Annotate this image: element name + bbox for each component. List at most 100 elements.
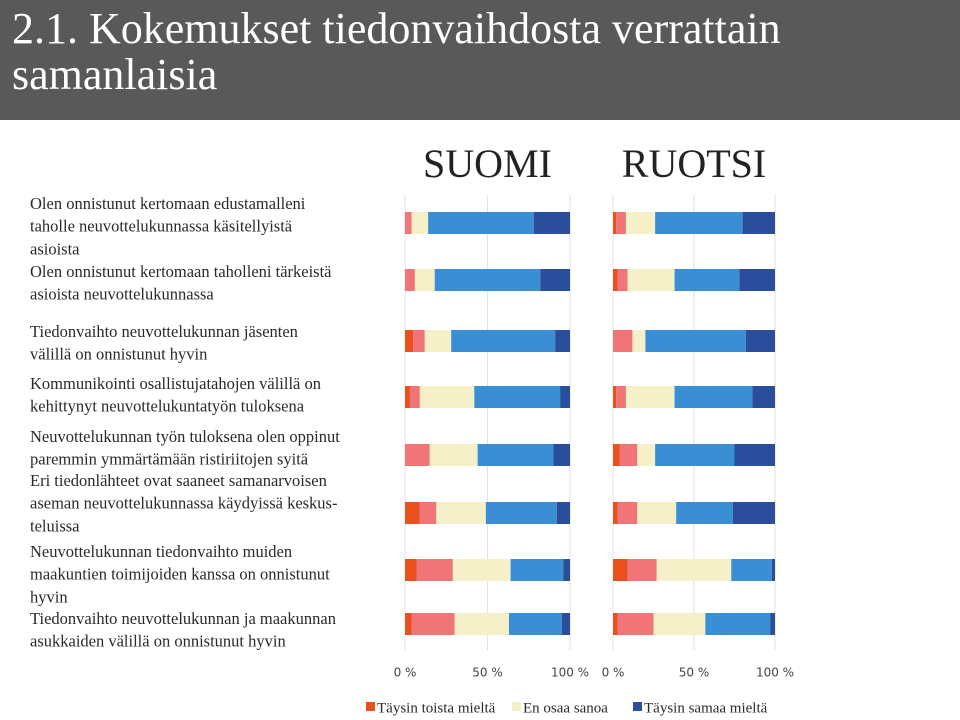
bar-segment (656, 559, 732, 581)
bar-segment (637, 444, 656, 466)
legend-label: Täysin toista mieltä (377, 700, 496, 716)
statement-line: aseman neuvottelukunnassa käydyissä kesk… (30, 494, 337, 513)
statement-line: Tiedonvaihto neuvottelukunnan ja maakunn… (30, 609, 336, 628)
bar-segment (734, 444, 775, 466)
bar-segment (627, 269, 675, 291)
statement-line: hyvin (30, 587, 68, 606)
statement-line: Olen onnistunut kertomaan taholleni tärk… (30, 262, 332, 281)
bar-segment (745, 330, 775, 352)
statement-line: teluissa (30, 516, 80, 535)
bar-segment (613, 444, 620, 466)
x-tick-label: 50 % (472, 666, 503, 680)
bar-segment (424, 330, 452, 352)
bar-segment (617, 269, 628, 291)
statement-line: Eri tiedonlähteet ovat saaneet samanarvo… (30, 471, 327, 490)
bar-segment (613, 502, 618, 524)
bar-segment (411, 613, 455, 635)
bar-segment (540, 269, 570, 291)
bar-segment (416, 559, 453, 581)
bar-segment (655, 444, 735, 466)
bar-segment (510, 559, 564, 581)
title-bar: 2.1. Kokemukset tiedonvaihdosta verratta… (0, 0, 960, 120)
legend-label: Täysin samaa mieltä (644, 700, 768, 716)
bar-segment (676, 502, 733, 524)
bar-segment (436, 502, 486, 524)
bar-segment (645, 330, 746, 352)
statement-line: Olen onnistunut kertomaan edustamalleni (30, 194, 306, 213)
bar-segment (454, 613, 509, 635)
bar-segment (405, 330, 414, 352)
legend-label: En osaa sanoa (523, 700, 608, 716)
bar-segment (405, 613, 412, 635)
legend-swatch (512, 702, 521, 711)
statement-line: Tiedonvaihto neuvottelukunnan jäsenten (30, 322, 298, 341)
x-tick-label: 100 % (756, 666, 794, 680)
bar-segment (771, 559, 775, 581)
bar-segment (616, 212, 626, 234)
bar-segment (616, 386, 626, 408)
bar-segment (655, 212, 743, 234)
bar-segment (731, 559, 772, 581)
statement-line: Neuvottelukunnan työn tuloksena olen opp… (30, 427, 340, 446)
bar-segment (451, 330, 556, 352)
bar-segment (508, 613, 562, 635)
legend-swatch (366, 702, 375, 711)
bar-segment (619, 444, 638, 466)
bar-segment (739, 269, 775, 291)
bar-segment (405, 212, 412, 234)
bar-segment (613, 269, 618, 291)
bar-segment (419, 386, 475, 408)
legend-swatch (633, 702, 642, 711)
bar-segment (613, 613, 618, 635)
bar-segment (405, 559, 417, 581)
bar-segment (474, 386, 561, 408)
statement-line: asioista neuvottelukunnassa (30, 285, 214, 304)
statement-line: Neuvottelukunnan tiedonvaihto muiden (30, 542, 292, 561)
bar-segment (770, 613, 775, 635)
x-tick-label: 0 % (602, 666, 625, 680)
bar-segment (452, 559, 511, 581)
bar-segment (752, 386, 775, 408)
bar-segment (405, 502, 420, 524)
bar-segment (563, 559, 570, 581)
statement-line: Kommunikointi osallistujatahojen välillä… (30, 374, 321, 393)
x-tick-label: 100 % (551, 666, 589, 680)
bar-segment (405, 386, 410, 408)
bar-segment (617, 502, 638, 524)
bar-segment (485, 502, 557, 524)
slide-title: 2.1. Kokemukset tiedonvaihdosta verratta… (12, 4, 781, 99)
bar-segment (413, 330, 425, 352)
bar-segment (419, 502, 437, 524)
bar-segment (742, 212, 775, 234)
bar-segment (632, 330, 646, 352)
statement-line: asioista (30, 239, 80, 258)
bar-segment (625, 386, 675, 408)
bar-segment (553, 444, 570, 466)
bar-segment (560, 386, 570, 408)
bar-segment (414, 269, 435, 291)
bar-segment (429, 444, 478, 466)
bar-segment (627, 559, 657, 581)
bar-segment (674, 269, 740, 291)
bar-segment (637, 502, 677, 524)
bar-segment (561, 613, 570, 635)
chart-title: SUOMI (423, 141, 552, 186)
statement-line: maakuntien toimijoiden kanssa on onnistu… (30, 565, 330, 584)
bar-segment (411, 212, 429, 234)
bar-segment (409, 386, 420, 408)
bar-segment (477, 444, 554, 466)
bar-segment (533, 212, 570, 234)
bar-segment (428, 212, 534, 234)
bar-segment (405, 269, 415, 291)
bar-segment (613, 212, 617, 234)
bar-segment (732, 502, 775, 524)
bar-segment (653, 613, 706, 635)
statement-line: asukkaiden välillä on onnistunut hyvin (30, 632, 286, 651)
bar-segment (617, 613, 654, 635)
chart-title: RUOTSI (622, 141, 766, 186)
bar-segment (556, 502, 570, 524)
bar-segment (613, 559, 628, 581)
statement-line: paremmin ymmärtämään ristiriitojen syitä (30, 450, 309, 469)
